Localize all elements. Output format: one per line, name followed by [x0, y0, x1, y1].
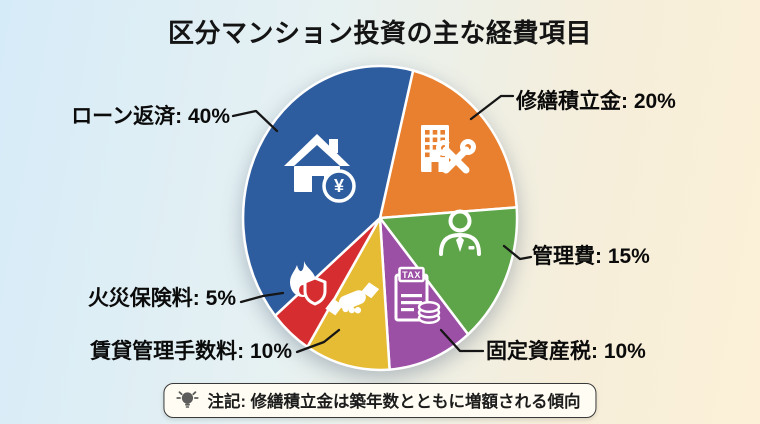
businessman-icon [439, 209, 481, 256]
callout-management-fee: 管理費: 15% [532, 245, 650, 268]
note-text: 注記: 修繕積立金は築年数とともに増額される傾向 [207, 393, 581, 411]
callout-repair-reserve: 修繕積立金: 20% [516, 90, 676, 113]
handshake-icon [325, 282, 380, 316]
leader-fire-insurance [239, 291, 285, 304]
callout-loan-repayment: ローン返済: 40% [71, 105, 230, 128]
leader-rental-management-fee [295, 328, 341, 354]
pie-slices [241, 64, 519, 372]
house-yen-icon: ¥ [284, 134, 356, 203]
chart-title: 区分マンション投資の主な経費項目 [167, 18, 592, 48]
callout-fire-insurance: 火災保険料: 5% [87, 287, 236, 310]
svg-text:¥: ¥ [334, 176, 344, 196]
pie-slice-management-fee [378, 206, 519, 336]
svg-text:TAX: TAX [402, 270, 421, 280]
building-tools-icon [421, 125, 476, 174]
note-box: 注記: 修繕積立金は築年数とともに増額される傾向 [163, 383, 597, 418]
leader-management-fee [502, 244, 533, 261]
tax-document-coins-icon: TAX [394, 266, 441, 325]
callout-rental-management-fee: 賃貸管理手数料: 10% [90, 340, 292, 363]
pie-slice-property-tax [378, 216, 470, 371]
leader-loan [231, 109, 279, 133]
callout-leader-lines [231, 94, 533, 354]
leader-repair-reserve [469, 94, 515, 121]
lightbulb-icon [176, 391, 199, 408]
flame-shield-icon [290, 261, 327, 306]
leader-property-tax [439, 328, 485, 353]
callout-property-tax: 固定資産税: 10% [486, 340, 646, 363]
